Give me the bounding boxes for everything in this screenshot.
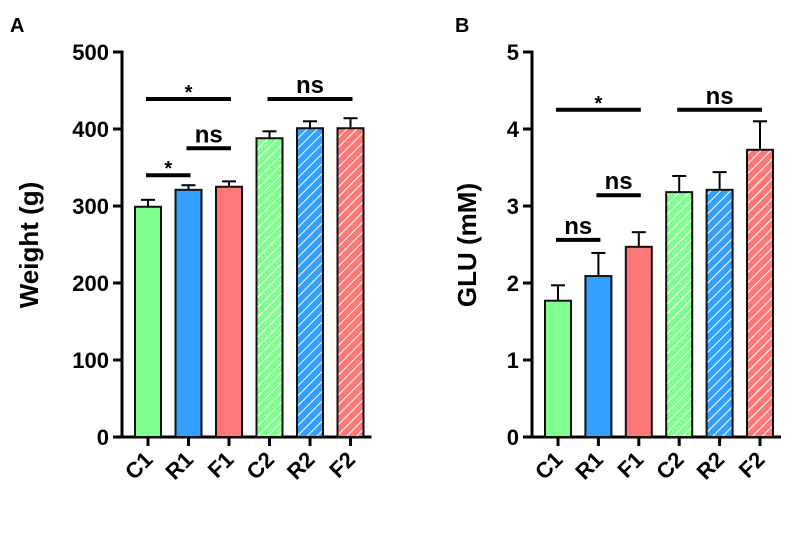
x-tick-label: C2 <box>241 447 279 485</box>
bar-f1 <box>215 185 243 438</box>
y-tick-label: 0 <box>97 425 109 450</box>
bar-r1 <box>584 275 613 438</box>
significance-label: ns <box>296 72 324 99</box>
panel-a: A Weight (g) 0 100 200 300 400 500 C1 R1 F1 C2 R2 F… <box>10 15 372 484</box>
y-tick-label: 0 <box>507 425 519 450</box>
bar-hatch <box>257 139 282 437</box>
y-tick-label: 4 <box>507 117 520 142</box>
x-tick-label: F1 <box>612 447 648 483</box>
x-tick-label: F1 <box>203 447 239 483</box>
bar-hatch <box>748 150 772 437</box>
x-tick-label: R1 <box>160 447 198 485</box>
y-axis-label: Weight (g) <box>14 182 44 309</box>
y-tick-label: 200 <box>72 271 109 296</box>
significance-label: ns <box>195 121 223 148</box>
significance-label: * <box>595 93 603 115</box>
bar-hatch <box>707 190 732 436</box>
x-tick-label: C1 <box>530 447 568 485</box>
y-tick-label: 400 <box>72 117 109 142</box>
bar-c1 <box>134 205 162 438</box>
y-tick-label: 1 <box>507 348 519 373</box>
bar-hatch <box>298 129 322 437</box>
y-tick-label: 3 <box>507 194 519 219</box>
y-tick-label: 100 <box>72 348 109 373</box>
x-tick-label: C1 <box>120 447 158 485</box>
x-tick-label: R2 <box>282 447 320 485</box>
y-tick-label: 500 <box>72 40 109 65</box>
x-tick-label: F2 <box>734 447 770 483</box>
y-tick-label: 5 <box>507 40 519 65</box>
y-tick-label: 300 <box>72 194 109 219</box>
significance-label: * <box>164 158 172 180</box>
x-tick-label: R1 <box>570 447 608 485</box>
significance-label: ns <box>564 213 592 240</box>
bar-hatch <box>667 193 692 436</box>
y-axis-label: GLU (mM) <box>452 183 482 307</box>
significance-label: * <box>185 82 193 104</box>
significance-label: ns <box>605 168 633 195</box>
bar-c1 <box>544 299 572 438</box>
x-tick-label: F2 <box>324 447 360 483</box>
y-tick-label: 2 <box>507 271 519 296</box>
x-tick-label: C2 <box>651 447 689 485</box>
bar-f1 <box>624 245 653 438</box>
x-tick-label: R2 <box>692 447 730 485</box>
panel-label: B <box>455 15 469 37</box>
panel-label: A <box>10 15 24 37</box>
bar-r1 <box>174 188 203 438</box>
significance-label: ns <box>706 83 734 110</box>
bar-hatch <box>338 129 363 437</box>
